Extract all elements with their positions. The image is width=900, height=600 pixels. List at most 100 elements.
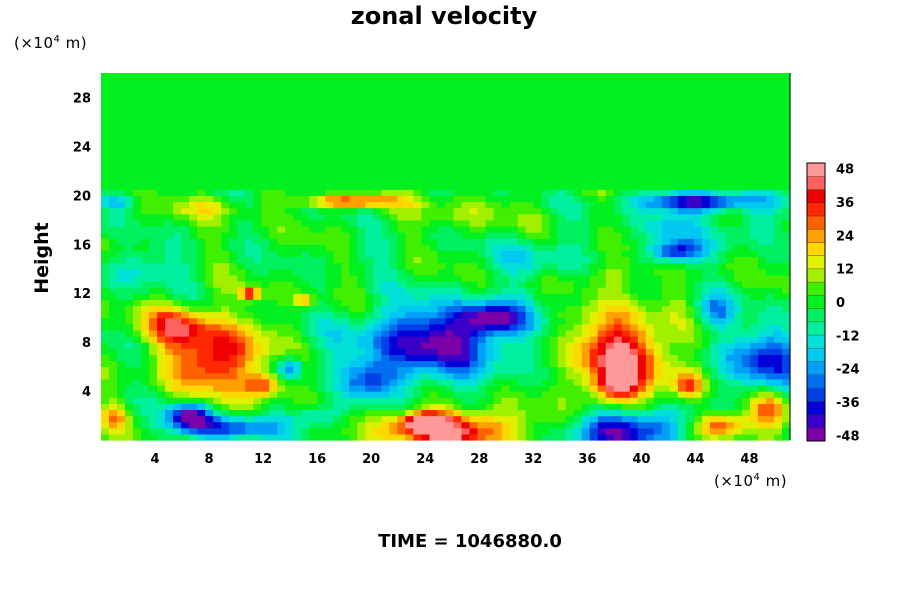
heatmap-cell <box>525 348 535 355</box>
heatmap-cell <box>109 146 118 154</box>
heatmap-cell <box>693 342 703 349</box>
heatmap-cell <box>325 146 334 154</box>
heatmap-cell <box>557 201 567 209</box>
heatmap-cell <box>205 427 214 435</box>
heatmap-cell <box>565 91 575 99</box>
heatmap-cell <box>733 336 743 343</box>
heatmap-cell <box>613 397 623 404</box>
heatmap-cell <box>317 121 326 129</box>
heatmap-cell <box>589 427 599 435</box>
heatmap-cell <box>301 299 310 307</box>
heatmap-cell <box>125 244 134 251</box>
heatmap-cell <box>621 238 631 245</box>
heatmap-cell <box>581 183 591 190</box>
heatmap-cell <box>269 91 278 99</box>
heatmap-cell <box>757 128 767 135</box>
heatmap-cell <box>117 232 126 239</box>
heatmap-cell <box>413 366 423 374</box>
heatmap-cell <box>421 164 431 172</box>
heatmap-cell <box>165 378 174 386</box>
heatmap-cell <box>301 170 310 178</box>
heatmap-cell <box>573 121 583 129</box>
heatmap-cell <box>293 219 302 227</box>
heatmap-cell <box>613 85 623 92</box>
heatmap-cell <box>317 311 326 319</box>
heatmap-cell <box>613 323 623 331</box>
heatmap-cell <box>149 109 158 117</box>
heatmap-cell <box>565 152 575 160</box>
heatmap-cell <box>101 170 110 178</box>
heatmap-cell <box>493 115 503 123</box>
heatmap-cell <box>237 134 246 141</box>
heatmap-cell <box>173 287 182 294</box>
heatmap-cell <box>261 305 270 313</box>
heatmap-cell <box>173 366 182 374</box>
heatmap-cell <box>493 213 503 221</box>
heatmap-cell <box>581 427 591 435</box>
heatmap-cell <box>397 201 407 209</box>
heatmap-cell <box>477 146 487 154</box>
heatmap-cell <box>525 158 535 166</box>
heatmap-cell <box>373 128 383 135</box>
heatmap-cell <box>749 225 759 233</box>
heatmap-cell <box>413 336 423 343</box>
heatmap-cell <box>477 336 487 343</box>
heatmap-cell <box>709 219 719 227</box>
heatmap-cell <box>269 305 278 313</box>
heatmap-cell <box>741 121 751 129</box>
heatmap-cell <box>181 378 190 386</box>
heatmap-cell <box>165 250 174 258</box>
heatmap-cell <box>541 158 551 166</box>
heatmap-cell <box>405 372 415 380</box>
heatmap-cell <box>421 305 431 313</box>
heatmap-cell <box>685 140 695 147</box>
heatmap-cell <box>637 384 647 392</box>
heatmap-cell <box>461 97 471 105</box>
heatmap-cell <box>125 366 134 374</box>
heatmap-cell <box>733 152 743 160</box>
heatmap-cell <box>709 293 719 300</box>
heatmap-cell <box>101 403 110 411</box>
heatmap-cell <box>765 317 775 325</box>
heatmap-cell <box>437 366 447 374</box>
heatmap-cell <box>469 121 479 129</box>
heatmap-cell <box>229 262 238 270</box>
heatmap-cell <box>421 409 431 417</box>
heatmap-cell <box>541 274 551 282</box>
heatmap-cell <box>685 329 695 337</box>
heatmap-cell <box>373 348 383 355</box>
heatmap-cell <box>509 317 519 325</box>
heatmap-cell <box>445 299 455 307</box>
heatmap-cell <box>309 121 318 129</box>
heatmap-cell <box>501 329 511 337</box>
heatmap-cell <box>453 384 463 392</box>
heatmap-cell <box>141 354 150 362</box>
heatmap-cell <box>157 109 166 117</box>
heatmap-cell <box>437 329 447 337</box>
heatmap-cell <box>629 158 639 166</box>
heatmap-cell <box>589 128 599 135</box>
heatmap-cell <box>469 403 479 411</box>
heatmap-cell <box>661 250 671 258</box>
heatmap-cell <box>661 305 671 313</box>
heatmap-cell <box>293 213 302 221</box>
heatmap-cell <box>437 280 447 288</box>
heatmap-cell <box>525 256 535 264</box>
heatmap-cell <box>557 189 567 196</box>
heatmap-cell <box>109 134 118 141</box>
heatmap-cell <box>517 433 527 441</box>
heatmap-cell <box>509 232 519 239</box>
heatmap-cell <box>733 109 743 117</box>
heatmap-cell <box>269 391 278 398</box>
heatmap-cell <box>229 103 238 111</box>
heatmap-cell <box>677 287 687 294</box>
heatmap-cell <box>749 195 759 203</box>
heatmap-cell <box>469 342 479 349</box>
heatmap-cell <box>701 256 711 264</box>
heatmap-cell <box>781 354 791 362</box>
heatmap-cell <box>125 384 134 392</box>
heatmap-cell <box>285 97 294 105</box>
heatmap-cell <box>381 391 391 398</box>
heatmap-cell <box>573 170 583 178</box>
heatmap-cell <box>253 427 262 435</box>
